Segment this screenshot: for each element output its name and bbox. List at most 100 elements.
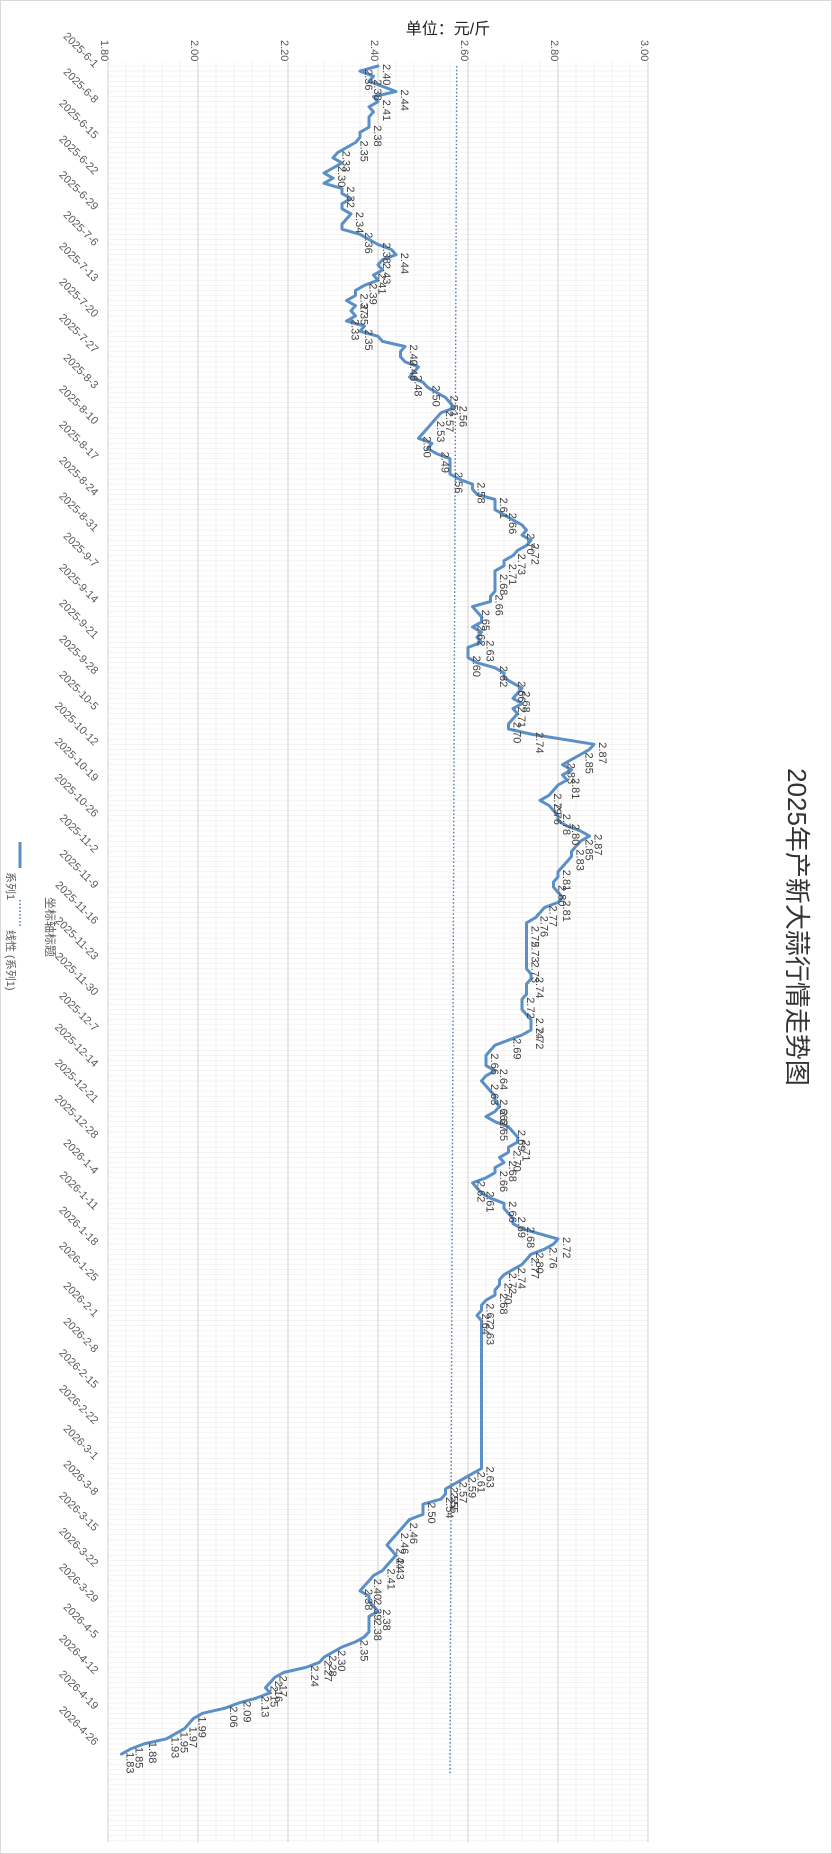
- data-label-31: 2.56: [452, 472, 464, 493]
- data-label-46: 2.66: [515, 681, 527, 702]
- data-label-119: 2.38: [371, 1620, 383, 1641]
- data-label-16: 2.39: [367, 283, 379, 304]
- data-label-11: 2.36: [362, 232, 374, 253]
- data-label-7: 2.33: [340, 151, 352, 172]
- data-label-50: 2.74: [533, 732, 545, 753]
- data-label-134: 1.93: [169, 1737, 181, 1758]
- data-label-2: 2.38: [371, 79, 383, 100]
- data-label-27: 2.57: [443, 411, 455, 432]
- data-label-112: 2.44: [394, 1548, 406, 1569]
- data-label-92: 2.76: [547, 1247, 559, 1268]
- data-label-118: 2.38: [380, 1609, 392, 1630]
- data-label-14: 2.43: [380, 263, 392, 284]
- data-label-8: 2.30: [335, 166, 347, 187]
- data-label-126: 2.16: [272, 1681, 284, 1702]
- data-label-24: 2.50: [430, 385, 442, 406]
- data-label-38: 2.71: [506, 564, 518, 585]
- data-label-63: 2.80: [556, 885, 568, 906]
- data-label-106: 2.55: [448, 1487, 460, 1508]
- data-label-116: 2.38: [362, 1589, 374, 1610]
- data-label-95: 2.74: [515, 1268, 527, 1289]
- data-label-83: 2.70: [511, 1150, 523, 1171]
- data-label-56: 2.76: [551, 804, 563, 825]
- data-label-96: 2.72: [506, 1273, 518, 1294]
- data-label-89: 2.69: [515, 1217, 527, 1238]
- data-label-62: 2.81: [560, 870, 572, 891]
- data-label-82: 2.71: [520, 1140, 532, 1161]
- data-label-43: 2.63: [484, 640, 496, 661]
- data-label-6: 2.35: [358, 141, 370, 162]
- data-label-44: 2.60: [470, 656, 482, 677]
- data-label-17: 2.37: [358, 294, 370, 315]
- data-label-84: 2.68: [506, 1161, 518, 1182]
- data-label-9: 2.32: [344, 186, 356, 207]
- data-label-136: 1.85: [133, 1747, 145, 1768]
- data-label-86: 2.62: [475, 1181, 487, 1202]
- data-label-32: 2.58: [475, 482, 487, 503]
- value-tick-label-3: 2.40: [368, 40, 380, 61]
- data-label-76: 2.64: [497, 1069, 509, 1090]
- data-label-98: 2.68: [497, 1293, 509, 1314]
- major-gridlines: [107, 62, 649, 1842]
- data-label-52: 2.85: [583, 753, 595, 774]
- data-label-129: 2.09: [241, 1701, 253, 1722]
- data-label-35: 2.70: [524, 533, 536, 554]
- value-tick-label-1: 2.00: [188, 40, 200, 61]
- data-label-28: 2.53: [434, 421, 446, 442]
- data-label-10: 2.34: [353, 212, 365, 233]
- data-label-60: 2.85: [583, 839, 595, 860]
- data-label-54: 2.81: [569, 778, 581, 799]
- data-label-115: 2.40: [371, 1579, 383, 1600]
- value-axis-ticks: 1.80 2.00 2.20 2.40 2.60 2.80 3.00: [98, 40, 650, 61]
- data-label-30: 2.49: [439, 452, 451, 473]
- data-label-113: 2.43: [394, 1558, 406, 1579]
- data-label-130: 2.06: [227, 1706, 239, 1727]
- data-label-88: 2.66: [506, 1201, 518, 1222]
- data-label-125: 2.17: [277, 1676, 289, 1697]
- legend-series-label: 系列1: [4, 872, 18, 900]
- data-label-48: 2.71: [515, 707, 527, 728]
- data-label-42: 2.62: [475, 625, 487, 646]
- data-label-66: 2.76: [538, 916, 550, 937]
- data-label-18: 2.35: [358, 304, 370, 325]
- data-label-132: 1.97: [187, 1727, 199, 1748]
- data-label-45: 2.62: [497, 666, 509, 687]
- legend-trend-label: 线性 (系列1): [4, 930, 18, 991]
- data-label-13: 2.44: [398, 253, 410, 274]
- data-label-47: 2.68: [520, 691, 532, 712]
- data-label-81: 2.69: [515, 1130, 527, 1151]
- data-label-127: 2.15: [268, 1686, 280, 1707]
- data-label-15: 2.41: [376, 273, 388, 294]
- data-label-41: 2.65: [479, 610, 491, 631]
- legend: 系列1 线性 (系列1): [4, 842, 22, 991]
- data-label-51: 2.87: [596, 742, 608, 763]
- data-label-69: 2.73: [529, 962, 541, 983]
- data-label-33: 2.61: [497, 498, 509, 519]
- data-label-57: 2.78: [560, 814, 572, 835]
- data-label-29: 2.50: [421, 436, 433, 457]
- data-label-77: 2.63: [488, 1084, 500, 1105]
- data-label-109: 2.50: [425, 1502, 437, 1523]
- data-label-72: 2.74: [533, 1018, 545, 1039]
- data-label-123: 2.27: [322, 1660, 334, 1681]
- data-label-104: 2.59: [466, 1477, 478, 1498]
- value-tick-label-4: 2.60: [458, 40, 470, 61]
- data-label-110: 2.46: [407, 1523, 419, 1544]
- value-tick-label-2: 2.20: [278, 40, 290, 61]
- data-label-64: 2.81: [560, 900, 572, 921]
- data-label-135: 1.88: [146, 1742, 158, 1763]
- data-label-20: 2.35: [362, 329, 374, 350]
- data-label-97: 2.70: [502, 1283, 514, 1304]
- data-label-1: 2.36: [362, 69, 374, 90]
- data-label-114: 2.41: [385, 1569, 397, 1590]
- value-tick-label-0: 1.80: [98, 40, 110, 61]
- data-label-103: 2.61: [475, 1472, 487, 1493]
- data-label-73: 2.72: [533, 1028, 545, 1049]
- data-label-94: 2.77: [529, 1257, 541, 1278]
- data-label-107: 2.55: [448, 1492, 460, 1513]
- value-tick-label-6: 3.00: [638, 40, 650, 61]
- data-label-108: 2.54: [443, 1497, 455, 1518]
- data-label-75: 2.66: [488, 1053, 500, 1074]
